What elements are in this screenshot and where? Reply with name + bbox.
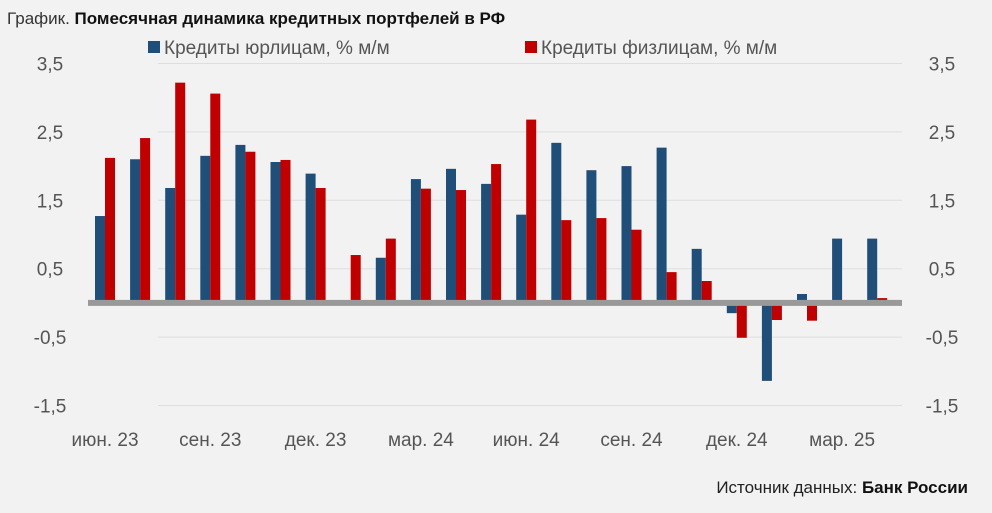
bar-retail [491,164,502,303]
bar-retail [420,188,431,303]
source-note: Источник данных: Банк России [716,478,968,498]
source-name: Банк России [861,478,968,497]
bar-retail [350,255,361,303]
title-text: Помесячная динамика кредитных портфелей … [74,9,506,28]
bar-corporate [867,238,878,303]
bar-retail [245,151,256,303]
y-tick-right: 2,5 [929,123,955,144]
bar-retail [315,187,326,303]
bar-retail [385,238,396,303]
y-tick-left: -0,5 [34,328,67,349]
bar-corporate [516,214,527,303]
bar-corporate [586,170,597,303]
bar-corporate [832,238,843,303]
bar-retail [210,93,221,303]
x-tick-label: дек. 23 [285,430,347,451]
bar-retail [280,159,291,303]
y-tick-right: -1,5 [926,397,959,418]
bar-retail [596,218,607,303]
bar-retail [175,82,186,303]
bar-corporate [481,183,492,303]
zero-axis-line [88,299,902,306]
legend-swatch [525,41,537,53]
bar-corporate [375,257,386,303]
y-tick-right: -0,5 [926,328,959,349]
x-tick-label: июн. 24 [493,430,560,451]
chart-title: График. Помесячная динамика кредитных по… [7,9,505,29]
x-tick-label: мар. 24 [388,430,454,451]
bar-corporate [200,155,211,303]
x-tick-label: сен. 24 [600,430,663,451]
bar-retail [701,281,712,303]
y-tick-right: 1,5 [929,191,955,212]
bar-corporate [656,147,667,303]
bar-corporate [691,248,702,303]
y-tick-left: 3,5 [37,55,63,76]
bar-retail [140,138,151,303]
y-tick-left: -1,5 [34,397,67,418]
bar-corporate [551,142,562,303]
x-tick-label: сен. 23 [179,430,241,451]
bar-corporate [761,302,772,381]
legend-swatch [148,41,160,53]
bar-corporate [797,294,807,303]
x-tick-label: мар. 25 [809,430,875,451]
bar-retail [666,272,677,303]
x-tick-label: дек. 24 [706,430,768,451]
title-prefix: График. [7,9,70,28]
legend-label: Кредиты физлицам, % м/м [541,38,777,59]
y-tick-right: 3,5 [929,55,955,76]
bar-retail [631,229,642,303]
legend-label: Кредиты юрлицам, % м/м [164,38,390,59]
bar-corporate [270,161,281,303]
x-tick-label: июн. 23 [71,430,138,451]
bar-corporate [235,144,246,303]
y-tick-left: 0,5 [37,260,63,281]
bar-corporate [95,216,105,303]
bar-corporate [410,179,421,303]
y-tick-left: 2,5 [37,123,63,144]
source-prefix: Источник данных: [716,478,858,497]
bar-corporate [130,159,141,303]
y-tick-left: 1,5 [37,191,63,212]
bar-retail [807,302,817,321]
y-tick-right: 0,5 [929,260,955,281]
bar-retail [561,220,572,303]
bar-retail [456,190,466,303]
bar-retail [105,157,115,303]
bar-retail [736,302,747,338]
bar-retail [771,302,782,320]
bar-corporate [446,168,456,303]
bar-retail [526,119,537,303]
bar-corporate [621,166,632,303]
bar-corporate [726,302,737,314]
bar-corporate [305,173,316,303]
bar-corporate [165,187,176,303]
